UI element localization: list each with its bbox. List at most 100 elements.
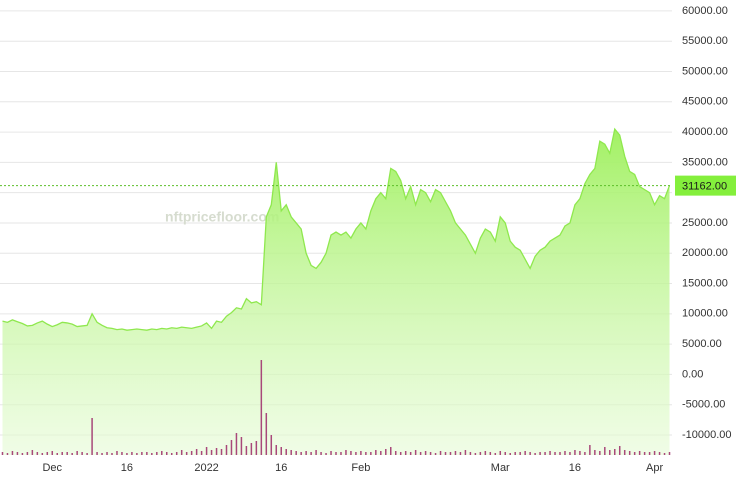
x-tick-label: 16 [275, 462, 287, 474]
x-tick-label: 2022 [194, 462, 218, 474]
volume-bar [290, 450, 292, 455]
volume-bar [414, 450, 417, 455]
volume-bar [151, 453, 153, 455]
volume-bar [643, 452, 646, 455]
y-tick-label: -10000.00 [682, 429, 732, 441]
volume-bar [569, 452, 571, 455]
volume-bar [310, 452, 312, 455]
volume-bar [663, 453, 666, 455]
volume-bar [270, 435, 273, 455]
volume-bar [534, 453, 536, 455]
volume-bar [370, 452, 372, 455]
volume-bar [295, 451, 297, 455]
volume-bar [355, 452, 357, 455]
y-tick-label: 20000.00 [682, 247, 728, 259]
plot [0, 127, 672, 456]
volume-bar [56, 453, 58, 455]
volume-bar [325, 453, 327, 455]
y-tick-label: 45000.00 [682, 96, 728, 108]
volume-bar [429, 452, 432, 455]
x-tick-label: 16 [121, 462, 133, 474]
volume-bar [464, 450, 467, 455]
volume-bar [156, 452, 158, 455]
volume-bar [559, 452, 561, 455]
volume-bar [609, 450, 611, 455]
y-tick-label: 60000.00 [682, 5, 728, 17]
volume-bar [185, 452, 188, 455]
volume-bar [519, 452, 521, 455]
x-tick-label: Feb [351, 462, 370, 474]
volume-bar [479, 452, 482, 455]
volume-bar [350, 451, 352, 455]
y-tick-label: 0.00 [682, 368, 703, 380]
volume-bar [469, 452, 472, 455]
volume-bar [539, 452, 541, 455]
volume-bar [360, 451, 362, 455]
volume-bar [564, 451, 566, 455]
volume-bar [380, 451, 382, 455]
volume-bar [589, 445, 591, 455]
volume-bar [285, 449, 287, 455]
volume-bar [131, 452, 133, 455]
volume-bar [106, 452, 108, 455]
volume-bar [101, 453, 103, 455]
volume-bar [409, 452, 412, 455]
volume-bar [265, 413, 268, 455]
y-tick-label: 40000.00 [682, 126, 728, 138]
volume-bar [220, 449, 223, 455]
watermark: nftpricefloor.com [165, 209, 279, 225]
price-marker-label: 31162.00 [682, 181, 727, 193]
volume-bar [404, 451, 407, 455]
volume-bar [36, 452, 39, 455]
volume-bar [190, 451, 193, 455]
volume-bar [230, 440, 233, 455]
volume-bar [16, 452, 19, 455]
volume-bar [365, 452, 367, 455]
y-tick-label: -5000.00 [682, 399, 725, 411]
volume-bar [474, 453, 477, 455]
volume-bar [454, 451, 457, 455]
volume-bar [494, 453, 497, 455]
volume-bar [424, 451, 427, 455]
volume-bar [275, 445, 278, 455]
volume-bar [524, 451, 526, 455]
volume-bar [96, 452, 98, 455]
volume-bar [6, 453, 9, 455]
volume-bar [489, 452, 492, 455]
volume-bar [514, 452, 516, 455]
volume-bar [439, 451, 442, 455]
y-tick-label: 5000.00 [682, 338, 722, 350]
volume-bar [210, 450, 213, 455]
volume-bar [633, 452, 636, 455]
volume-bar [121, 452, 123, 455]
x-tick-label: 16 [569, 462, 581, 474]
volume-bar [86, 453, 88, 455]
volume-bar [146, 452, 148, 455]
volume-bar [484, 451, 487, 455]
volume-bar [544, 452, 546, 455]
volume-bar [599, 451, 601, 455]
axes: 60000.00 55000.00 50000.00 45000.00 40000.00… [42, 5, 736, 474]
volume-bar [628, 451, 631, 455]
volume-bar [509, 453, 511, 455]
volume-bar [574, 450, 576, 455]
y-tick-label: 55000.00 [682, 35, 728, 47]
volume-bar [579, 451, 581, 455]
volume-bar [250, 443, 253, 455]
volume-bar [255, 441, 258, 455]
volume-bar [280, 447, 282, 455]
volume-bar [584, 452, 586, 455]
volume-bar [614, 449, 616, 455]
volume-bar [141, 452, 143, 455]
price-line [2, 127, 671, 331]
volume-bar [648, 452, 651, 455]
volume-bar [170, 453, 173, 455]
volume-bar [340, 452, 342, 455]
volume-bar [449, 452, 452, 455]
volume-bar [668, 452, 671, 455]
volume-bar [504, 452, 506, 455]
volume-bar [195, 449, 198, 455]
volume-bar [161, 451, 163, 455]
price-marker-box [675, 175, 736, 196]
